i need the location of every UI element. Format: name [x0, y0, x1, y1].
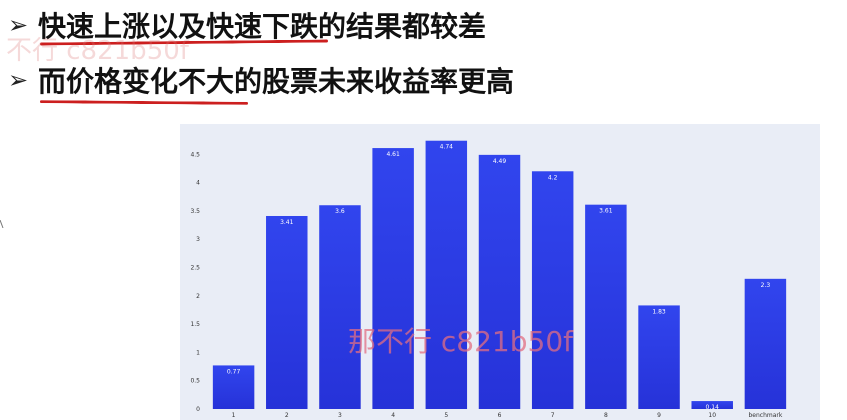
data-label-2: 3.41: [280, 219, 294, 226]
slide-edge-marker: [0, 220, 4, 228]
y-tick-label: 3.5: [190, 208, 200, 215]
bar-3: [319, 205, 361, 409]
x-tick-label-1: 1: [232, 412, 236, 419]
data-label-1: 0.77: [227, 368, 241, 375]
arrow-bullet-icon: ➢: [8, 66, 29, 94]
chart-panel: 0 0.5 1 1.5 2 2.5 3 3.5 4 4.5 0.77 1 3.41 2 3.6 3 4.61 4 4…: [180, 124, 820, 420]
x-tick-label-4: 4: [391, 412, 395, 419]
bullet-text-1: 快速上涨以及快速下跌的结果都较差: [38, 10, 487, 43]
red-underline-2: [39, 100, 249, 105]
arrow-bullet-icon: ➢: [8, 11, 29, 39]
watermark-top: 不行 c821b50f: [6, 36, 189, 66]
x-tick-label-5: 5: [444, 412, 448, 419]
watermark-chart: 那不行 c821b50f: [348, 325, 573, 358]
bar-1: [212, 365, 255, 409]
data-label-6: 4.49: [493, 158, 507, 165]
bar-9: [638, 305, 680, 409]
data-label-10: 0.14: [706, 404, 720, 411]
bullet-point-1: ➢ 快速上涨以及快速下跌的结果都较差: [8, 5, 486, 45]
bar-2: [266, 215, 308, 409]
bar-benchmark: [744, 278, 787, 409]
bullet-text-2: 而价格变化不大的股票未来收益率更高: [38, 65, 515, 98]
data-label-5: 4.74: [440, 144, 454, 151]
x-tick-label-7: 7: [551, 412, 555, 419]
data-label-4: 4.61: [386, 151, 400, 158]
data-label-3: 3.6: [335, 208, 345, 215]
bullet-point-2: ➢ 而价格变化不大的股票未来收益率更高: [8, 60, 514, 100]
y-tick-label: 3: [196, 236, 200, 243]
bar-5: [425, 140, 468, 409]
bar-10: [691, 401, 733, 409]
x-tick-label-benchmark: benchmark: [748, 412, 782, 419]
x-tick-label-6: 6: [498, 412, 502, 419]
x-tick-label-3: 3: [338, 412, 342, 419]
data-label-benchmark: 2.3: [761, 282, 771, 289]
data-label-8: 3.61: [599, 208, 613, 215]
x-tick-label-9: 9: [657, 412, 661, 419]
y-tick-label: 4.5: [190, 151, 200, 158]
x-tick-label-8: 8: [604, 412, 608, 419]
bar-chart: 0 0.5 1 1.5 2 2.5 3 3.5 4 4.5 0.77 1 3.41 2 3.6 3 4.61 4 4…: [190, 140, 787, 419]
x-tick-label-2: 2: [285, 412, 289, 419]
y-tick-label: 0.5: [190, 378, 200, 385]
data-label-7: 4.2: [548, 174, 558, 181]
bar-6: [478, 154, 521, 409]
y-tick-label: 1.5: [190, 321, 200, 328]
data-label-9: 1.83: [652, 308, 666, 315]
y-tick-label: 2: [196, 293, 200, 300]
x-tick-label-10: 10: [708, 412, 716, 419]
y-tick-label: 2.5: [190, 265, 200, 272]
y-tick-label: 4: [196, 180, 200, 187]
y-tick-label: 1: [196, 349, 200, 356]
bar-7: [531, 171, 574, 409]
bar-8: [585, 204, 627, 409]
y-tick-label: 0: [196, 406, 200, 413]
bar-4: [372, 148, 414, 409]
